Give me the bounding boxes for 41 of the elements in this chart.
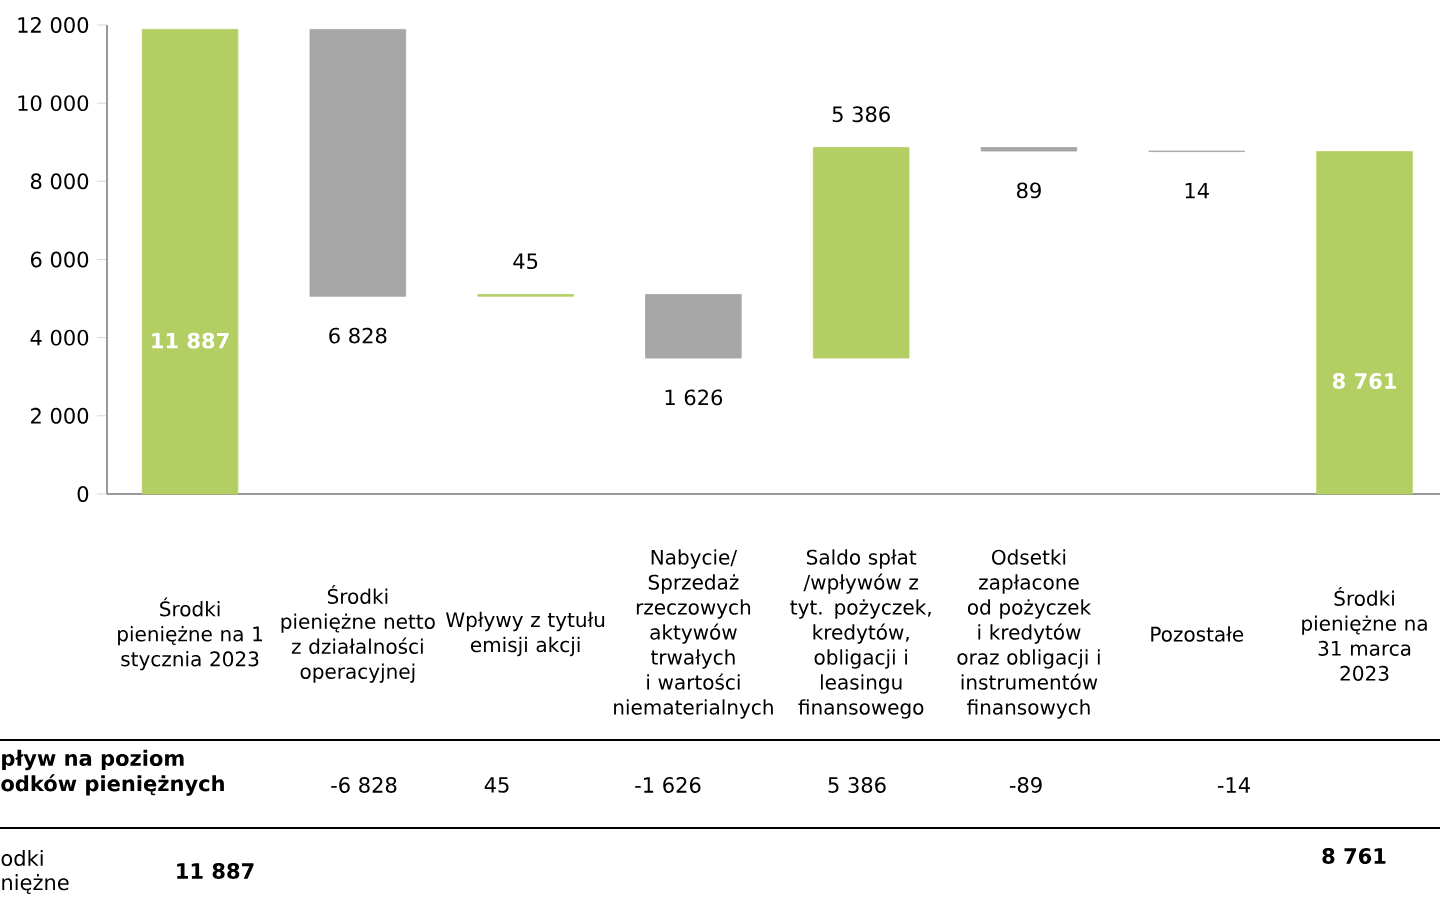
- data-label: 11 887: [152, 332, 229, 349]
- x-tick-label: Odsetki zapłacone od pożyczek i kredytów oraz obligacji i instrumentów finansowych: [957, 549, 1100, 719]
- data-label: 6 828: [329, 327, 387, 344]
- x-tick-label: Środki pieniężne na 1 stycznia 2023: [118, 597, 262, 671]
- text: niężne: [2, 874, 69, 894]
- y-tick-label: 8 000: [30, 173, 89, 190]
- bar: [309, 29, 407, 297]
- y-tick-label: 4 000: [30, 329, 89, 346]
- text: 8 761: [1322, 848, 1386, 864]
- y-tick-label: 0: [77, 486, 89, 502]
- y-tick-label: 10 000: [18, 95, 89, 112]
- x-tick-label: Środki pieniężne netto z działalności operacyjnej: [281, 585, 435, 683]
- text: -1 626: [635, 777, 701, 793]
- text: -6 828: [331, 777, 397, 793]
- y-tick-label: 12 000: [18, 17, 89, 33]
- text: odki: [1, 849, 43, 867]
- text: 5 386: [828, 777, 886, 793]
- data-label: 1 626: [665, 389, 723, 406]
- y-tick-label: 2 000: [31, 407, 89, 424]
- text: 45: [484, 777, 509, 793]
- data-label: 5 386: [832, 106, 890, 123]
- x-tick-label: Pozostałe: [1151, 626, 1244, 642]
- x-tick-label: Wpływy z tytułu emisji akcji: [445, 611, 605, 657]
- text: odków pieniężnych: [1, 774, 224, 796]
- bar: [980, 147, 1078, 152]
- data-label: 89: [1017, 182, 1041, 199]
- text: -89: [1009, 777, 1042, 793]
- bar: [1316, 151, 1413, 495]
- y-tick-label: 6 000: [30, 251, 89, 268]
- data-label: 14: [1185, 182, 1209, 199]
- x-tick-label: Środki pieniężne na 31 marca 2023: [1302, 587, 1427, 681]
- data-label: 45: [513, 253, 538, 270]
- data-label: 8 761: [1332, 373, 1396, 389]
- bar: [141, 29, 239, 495]
- text: 11 887: [177, 863, 254, 879]
- bar: [812, 147, 910, 359]
- x-tick-label: Nabycie/ Sprzedaż rzeczowych aktywów trwałych i wartości niematerialnych: [614, 549, 773, 719]
- text: pływ na poziom: [2, 749, 184, 771]
- bar: [645, 294, 742, 359]
- x-tick-label: Saldo spłat /wpływów z tyt. pożyczek, kredytów, obligacji i leasingu finansowego: [790, 549, 931, 719]
- text: -14: [1217, 777, 1250, 793]
